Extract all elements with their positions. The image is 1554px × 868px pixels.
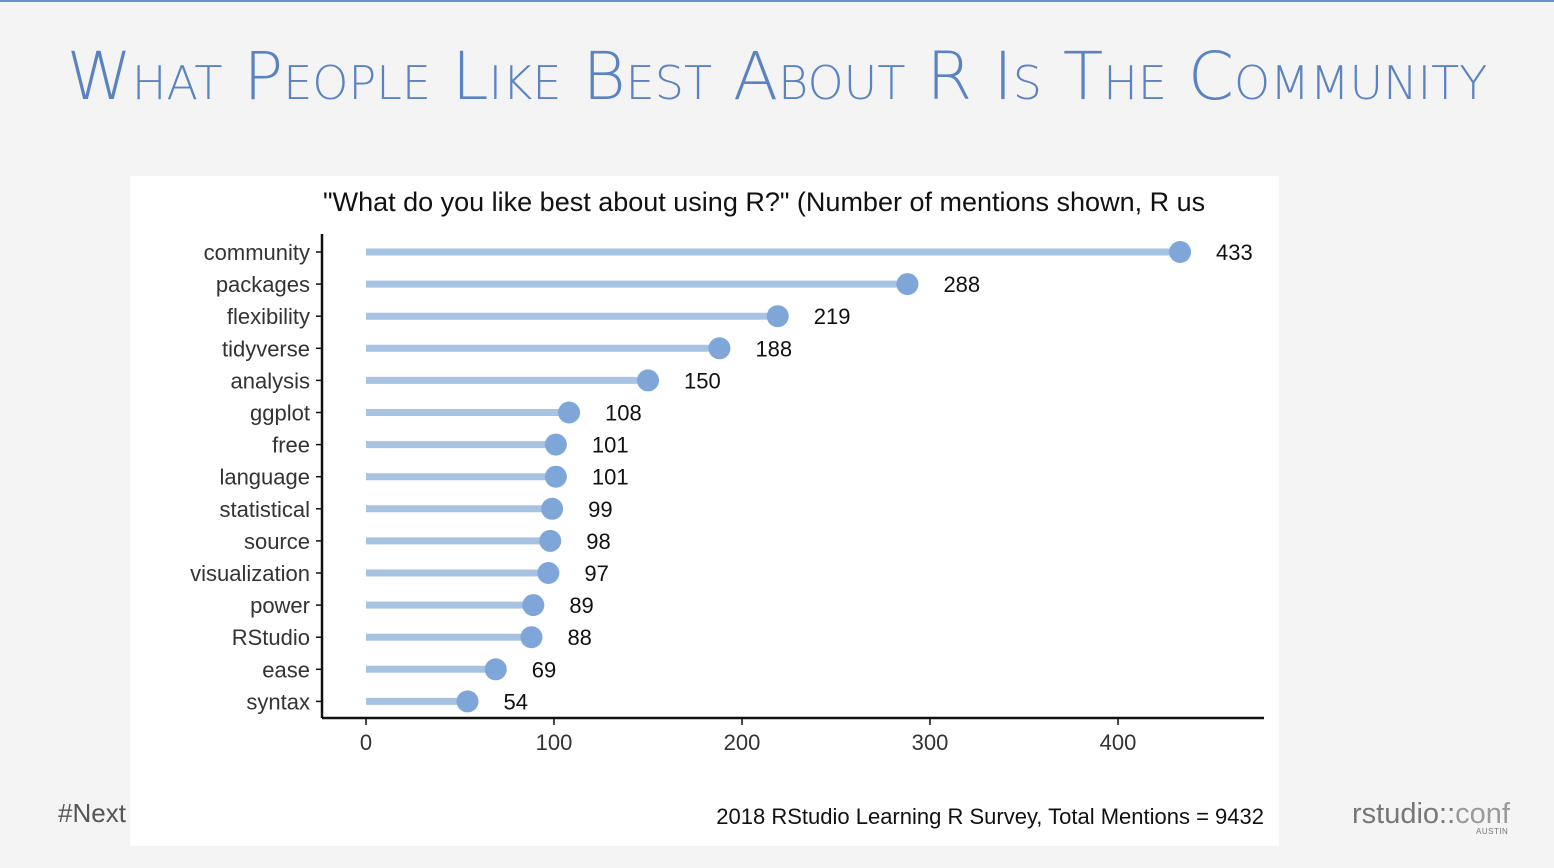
- lollipop-point: [766, 305, 789, 328]
- category-label: tidyverse: [222, 336, 310, 361]
- category-label: language: [219, 465, 310, 490]
- value-label: 150: [684, 368, 721, 393]
- value-label: 69: [532, 657, 556, 682]
- lollipop-point: [539, 529, 562, 552]
- category-label: community: [204, 240, 310, 265]
- top-rule: [0, 0, 1554, 2]
- value-label: 433: [1216, 240, 1253, 265]
- logo-subtitle: AUSTIN: [1476, 827, 1509, 836]
- category-label: statistical: [220, 497, 310, 522]
- value-label: 188: [755, 336, 792, 361]
- lollipop-point: [637, 369, 659, 392]
- value-label: 54: [504, 689, 528, 714]
- category-label: free: [272, 433, 310, 458]
- value-label: 101: [592, 433, 629, 458]
- logo-conf: conf: [1455, 798, 1510, 830]
- slide-title: What People Like Best About R Is The Com…: [66, 38, 1488, 115]
- category-label: source: [244, 529, 310, 554]
- category-label: power: [250, 593, 310, 618]
- lollipop-point: [544, 433, 567, 456]
- x-tick-label: 100: [536, 730, 573, 755]
- category-label: ease: [262, 657, 310, 682]
- value-label: 98: [586, 529, 610, 554]
- category-label: visualization: [190, 561, 310, 586]
- category-label: flexibility: [227, 304, 310, 329]
- chart-title: "What do you like best about using R?" (…: [323, 187, 1205, 217]
- rstudio-conf-logo: rstudio::conf: [1352, 798, 1510, 831]
- lollipop-point: [896, 273, 919, 296]
- value-label: 99: [588, 497, 612, 522]
- lollipop-point: [544, 465, 567, 488]
- value-label: 97: [584, 561, 608, 586]
- category-label: packages: [216, 272, 310, 297]
- footer-hashtag: #Next: [58, 798, 126, 828]
- axes: 0 100 200 300 400 community packages flexibilit…: [190, 234, 1264, 755]
- category-label: RStudio: [232, 625, 310, 650]
- lollipop-point: [456, 690, 479, 713]
- lollipop-point: [558, 401, 581, 424]
- lollipop-point: [522, 594, 545, 617]
- value-label: 101: [592, 465, 629, 490]
- lollipop-point: [708, 337, 731, 360]
- value-label: 88: [567, 625, 591, 650]
- lollipop-point: [537, 562, 560, 584]
- category-label: syntax: [246, 689, 310, 714]
- lollipop-point: [520, 626, 543, 649]
- x-tick-label: 200: [724, 730, 761, 755]
- logo-main: rstudio::: [1352, 798, 1456, 830]
- lollipop-point: [541, 497, 564, 520]
- lollipop-point: [484, 658, 507, 681]
- x-tick-label: 400: [1100, 730, 1137, 755]
- x-tick-label: 0: [360, 730, 372, 755]
- chart-panel: "What do you like best about using R?" (…: [130, 176, 1279, 846]
- lollipop-chart: "What do you like best about using R?" (…: [190, 187, 1264, 829]
- chart-caption: 2018 RStudio Learning R Survey, Total Me…: [716, 804, 1264, 829]
- category-label: ggplot: [250, 401, 310, 426]
- category-label: analysis: [231, 368, 310, 393]
- x-tick-label: 300: [912, 730, 949, 755]
- value-label: 89: [569, 593, 593, 618]
- value-label: 288: [943, 272, 980, 297]
- lollipop-point: [1169, 241, 1192, 263]
- value-label: 108: [605, 401, 642, 426]
- value-label: 219: [814, 304, 851, 329]
